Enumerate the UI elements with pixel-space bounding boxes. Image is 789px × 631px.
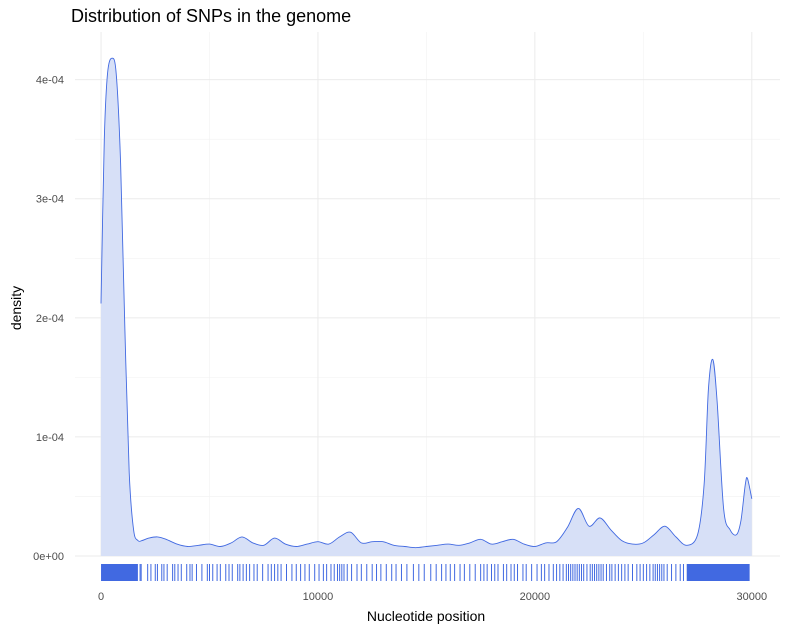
grid-lines [75, 32, 780, 557]
rug-dense-block [686, 564, 750, 581]
x-axis-ticks: 0 10000 20000 30000 [98, 591, 767, 603]
y-tick-label: 1e-04 [36, 432, 64, 444]
x-axis-title: Nucleotide position [367, 608, 485, 624]
y-tick-label: 4e-04 [36, 75, 64, 87]
rug-plot [101, 564, 750, 581]
chart-title: Distribution of SNPs in the genome [71, 6, 351, 26]
y-tick-label: 3e-04 [36, 194, 64, 206]
density-curve [100, 57, 753, 549]
x-tick-label: 0 [98, 591, 104, 603]
y-tick-label: 0e+00 [33, 551, 64, 563]
rug-dense-block [101, 564, 138, 581]
y-tick-label: 2e-04 [36, 313, 64, 325]
x-tick-label: 10000 [303, 591, 334, 603]
y-axis-title: density [8, 286, 24, 330]
x-tick-label: 20000 [520, 591, 551, 603]
y-axis-ticks: 0e+00 1e-04 2e-04 3e-04 4e-04 [33, 75, 64, 563]
x-tick-label: 30000 [737, 591, 768, 603]
